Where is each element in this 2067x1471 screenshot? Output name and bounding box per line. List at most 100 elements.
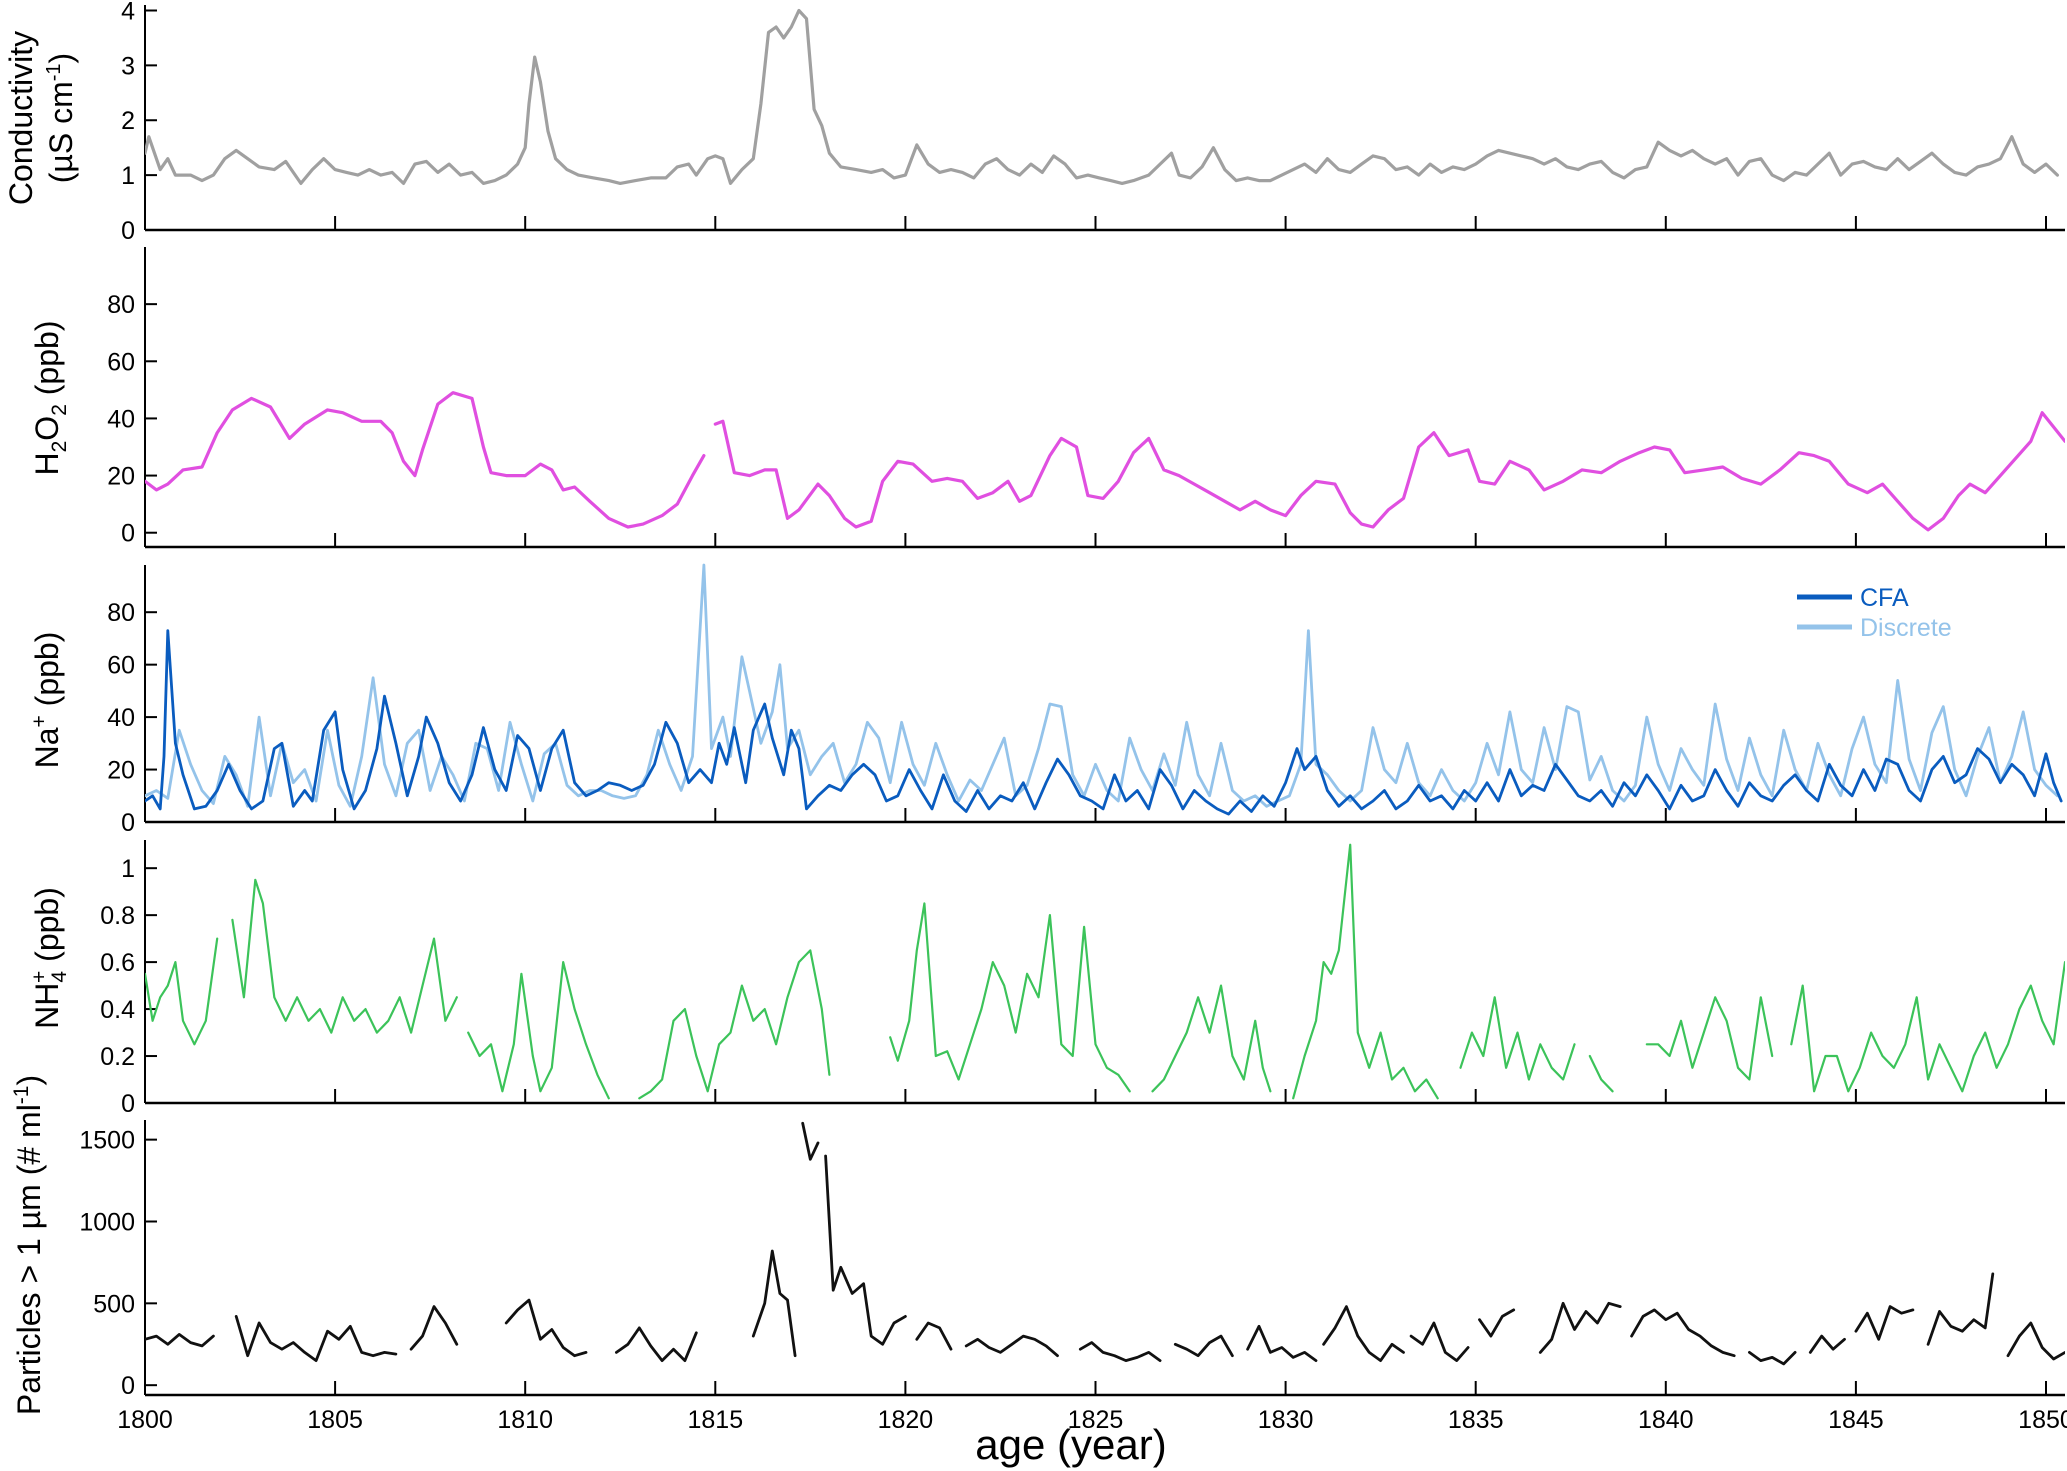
series-line-4-8 (1459, 996, 1576, 1081)
y-tick-label: 4 (121, 0, 135, 25)
y-tick-label: 40 (107, 405, 135, 433)
series-line-5-20 (1808, 1334, 1846, 1354)
series-line-5-7 (801, 1121, 820, 1161)
series-line-5-8 (824, 1154, 907, 1346)
series-line-5-21 (1854, 1305, 1915, 1341)
y-label-sup: -1 (10, 1086, 33, 1105)
y-tick-label: 0 (121, 520, 135, 548)
y-label-sub: 4 (48, 971, 71, 983)
y-label-sup: + (28, 971, 51, 983)
y-label-sup: + (28, 715, 51, 727)
series-line-5-9 (915, 1321, 953, 1351)
y-tick-label: 20 (107, 757, 135, 785)
y-tick-label: 0 (121, 1372, 135, 1400)
panel-4: 0 0.2 0.4 0.6 0.8 1 NH4+ (ppb) (28, 840, 2065, 1118)
series-line-2-1 (145, 391, 706, 529)
y-tick-label: 60 (107, 348, 135, 376)
y-tick-label: 0.8 (100, 902, 135, 930)
series-line-5-22 (1926, 1272, 1995, 1346)
y-axis-label: H2O2 (ppb) (29, 321, 71, 476)
y-tick-label: 40 (107, 704, 135, 732)
series-line-5-15 (1409, 1321, 1470, 1362)
y-label-line2: (µS cm (43, 81, 79, 183)
x-tick-label: 1805 (307, 1406, 363, 1434)
x-tick-label: 1845 (1828, 1406, 1884, 1434)
x-tick-label: 1835 (1448, 1406, 1504, 1434)
y-label-part: (ppb) (29, 887, 65, 971)
series-line-5-12 (1173, 1334, 1234, 1358)
y-tick-label: 60 (107, 652, 135, 680)
y-label-sub: 2 (48, 441, 71, 453)
x-tick-label: 1800 (117, 1406, 173, 1434)
y-label-line1: Conductivity (3, 31, 39, 205)
series-line-4-6 (1151, 984, 1272, 1093)
y-tick-label: 0 (121, 217, 135, 245)
y-tick-label: 0.4 (100, 996, 135, 1024)
series-line-3-2 (145, 629, 2063, 816)
x-tick-label: 1810 (497, 1406, 553, 1434)
series-line-5-6 (751, 1249, 797, 1358)
panel-1: 0 1 2 3 4 Conductivity (µS cm-1) (3, 0, 2065, 245)
y-tick-label: 1000 (79, 1208, 135, 1236)
x-tick-label: 1840 (1638, 1406, 1694, 1434)
series-line-5-23 (2006, 1321, 2065, 1361)
y-tick-label: 3 (121, 52, 135, 80)
series-line-5-11 (1078, 1341, 1162, 1362)
y-tick-label: 1500 (79, 1127, 135, 1155)
y-tick-label: 20 (107, 463, 135, 491)
series-line-5-10 (964, 1334, 1059, 1358)
panel-5: 0 500 1000 1500 Particles > 1 µm (# ml-1) 180… (10, 1075, 2067, 1434)
series-line-5-18 (1630, 1308, 1736, 1358)
series-line-4-1 (145, 937, 219, 1046)
y-axis-label: Particles > 1 µm (# ml-1) (10, 1075, 47, 1415)
series-line-2-2 (713, 411, 2065, 532)
series-line-4-7 (1292, 843, 1439, 1100)
series-line-5-1 (145, 1333, 215, 1348)
x-tick-label: 1820 (878, 1406, 934, 1434)
series-line-4-10 (1645, 996, 1774, 1081)
x-tick-label: 1830 (1258, 1406, 1314, 1434)
series-line-5-5 (615, 1326, 698, 1362)
series-line-5-13 (1246, 1324, 1318, 1362)
y-label-part: (ppb) (29, 321, 65, 405)
x-tick-label: 1815 (687, 1406, 743, 1434)
x-tick-label: 1825 (1068, 1406, 1124, 1434)
y-axis-label: NH4+ (ppb) (28, 887, 71, 1029)
y-tick-label: 500 (93, 1290, 135, 1318)
y-label-part: (ppb) (29, 632, 65, 716)
series-line-4-2 (231, 878, 458, 1034)
y-label-part: ) (11, 1075, 47, 1086)
y-axis-label: Conductivity (µS cm-1) (3, 31, 79, 205)
y-label-part: O (29, 416, 65, 441)
series-line-5-16 (1478, 1308, 1516, 1338)
series-line-5-17 (1538, 1301, 1622, 1354)
y-tick-label: 1 (121, 855, 135, 883)
series-line-3-1 (145, 563, 2059, 808)
y-tick-label: 0.6 (100, 949, 135, 977)
y-tick-label: 0.2 (100, 1043, 135, 1071)
series-line-4-3 (467, 961, 610, 1100)
y-label-part: H (29, 452, 65, 475)
y-label-end: ) (43, 53, 79, 64)
y-label-part: NH (29, 983, 65, 1029)
y-label-sup: -1 (43, 63, 65, 81)
y-tick-label: 1 (121, 162, 135, 190)
x-tick-label: 1850 (2018, 1406, 2067, 1434)
series-line-5-3 (409, 1305, 459, 1351)
y-label-part: Na (29, 727, 65, 768)
series-line-4-5 (889, 902, 1131, 1093)
legend-label-discrete: Discrete (1860, 614, 1952, 642)
series-line-4-11 (1790, 961, 2065, 1093)
series-line-5-2 (234, 1315, 398, 1362)
series-line-1-1 (145, 8, 2059, 185)
series-line-5-4 (504, 1298, 588, 1358)
series-line-4-9 (1588, 1054, 1614, 1093)
series-line-5-19 (1748, 1351, 1797, 1366)
legend-label-cfa: CFA (1860, 584, 1909, 612)
y-tick-label: 0 (121, 809, 135, 837)
y-label-sub: 2 (48, 404, 71, 416)
